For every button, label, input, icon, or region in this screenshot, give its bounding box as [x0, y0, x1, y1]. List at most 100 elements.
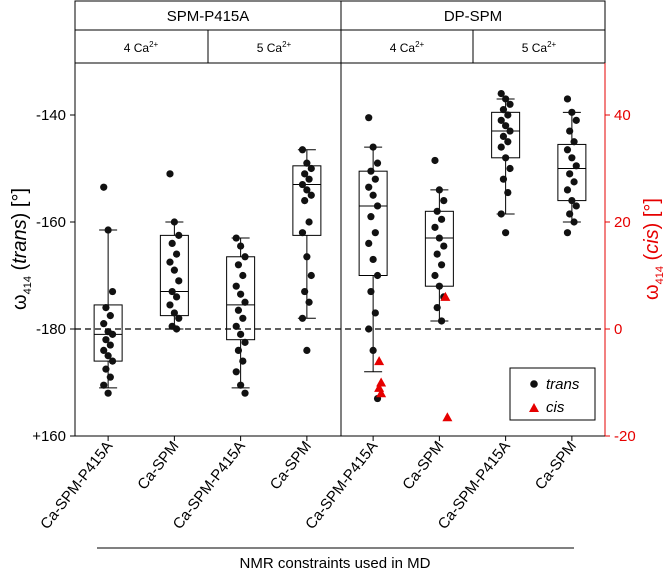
header-sub-3: 4 Ca2+	[390, 40, 425, 55]
trans-point	[232, 282, 240, 290]
legend-frame	[509, 367, 596, 421]
trans-point	[172, 293, 181, 301]
trans-point	[172, 325, 181, 333]
trans-point	[504, 111, 512, 119]
trans-point	[166, 301, 174, 309]
trans-point	[367, 213, 375, 221]
left-tick-label: -160	[36, 214, 66, 231]
trans-point	[305, 218, 313, 226]
trans-point	[303, 159, 311, 167]
header-sub-1: 4 Ca2+	[124, 40, 159, 55]
trans-point	[497, 210, 505, 218]
trans-point	[499, 132, 508, 140]
trans-point	[570, 178, 578, 186]
trans-point	[102, 336, 110, 344]
trans-point	[232, 234, 240, 242]
trans-point	[497, 116, 505, 124]
trans-point	[365, 239, 373, 247]
trans-point	[367, 287, 375, 296]
trans-point	[239, 357, 247, 365]
header-table: SPM-P415A DP-SPM 4 Ca2+ 5 Ca2+ 4 Ca2+ 5 …	[74, 0, 606, 64]
legend-trans-marker	[530, 380, 538, 388]
x-tick-label: Ca-SPM	[134, 438, 182, 493]
trans-point	[100, 183, 108, 191]
trans-point	[305, 175, 313, 183]
trans-point	[563, 186, 572, 194]
x-tick-label: Ca-SPM	[267, 438, 315, 493]
trans-point	[234, 261, 243, 269]
trans-point	[166, 258, 174, 266]
trans-point	[568, 197, 576, 205]
trans-point	[431, 156, 439, 165]
trans-point	[301, 197, 309, 205]
legend-trans-label: trans	[546, 376, 580, 393]
trans-point	[307, 271, 315, 280]
trans-point	[437, 261, 446, 269]
legend-cis-marker	[529, 403, 539, 412]
trans-point	[365, 325, 373, 333]
trans-point	[365, 183, 373, 191]
trans-point	[369, 191, 377, 199]
x-tick-label: Ca-SPM-P415A	[170, 438, 249, 533]
box	[424, 210, 454, 287]
trans-point	[572, 116, 580, 124]
trans-point	[170, 309, 178, 317]
trans-point	[168, 239, 176, 247]
trans-point	[234, 346, 243, 354]
box	[226, 256, 256, 341]
trans-point	[506, 100, 514, 108]
trans-point	[499, 175, 508, 183]
legend: trans cis	[509, 367, 596, 421]
trans-point	[568, 154, 576, 162]
trans-point	[239, 271, 247, 280]
trans-point	[433, 207, 441, 215]
trans-point	[102, 304, 110, 312]
trans-point	[435, 234, 443, 242]
trans-point	[502, 122, 510, 130]
header-frame	[74, 0, 606, 64]
right-axis-title: ω414 (cis) [°]	[641, 198, 666, 300]
trans-point	[170, 266, 178, 274]
trans-point	[497, 90, 505, 98]
trans-point	[499, 106, 508, 114]
trans-point	[435, 186, 443, 194]
trans-point	[502, 229, 510, 237]
trans-point	[106, 341, 114, 349]
trans-point	[241, 253, 249, 261]
right-tick-label: 40	[614, 107, 631, 124]
trans-point	[170, 218, 178, 226]
trans-point	[100, 320, 108, 328]
trans-point	[497, 143, 505, 151]
trans-point	[437, 317, 446, 325]
trans-point	[506, 164, 514, 173]
cis-point	[442, 412, 453, 422]
trans-point	[303, 346, 311, 354]
trans-point	[108, 357, 117, 365]
trans-point	[433, 250, 441, 258]
trans-point	[307, 191, 315, 199]
trans-point	[371, 229, 379, 237]
right-tick-label: 0	[614, 321, 622, 338]
x-axis-title: NMR constraints used in MD	[240, 555, 431, 572]
trans-point	[237, 330, 245, 338]
trans-point	[431, 223, 439, 231]
trans-point	[305, 298, 313, 306]
cis-point	[374, 356, 385, 366]
cis-point	[440, 291, 451, 301]
trans-point	[303, 253, 311, 261]
trans-point	[570, 218, 578, 226]
right-tick-label: -20	[614, 428, 636, 445]
trans-point	[175, 231, 183, 239]
trans-point	[502, 95, 510, 103]
trans-point	[166, 170, 174, 178]
trans-point	[106, 312, 114, 320]
trans-point	[566, 170, 574, 178]
trans-point	[570, 138, 578, 146]
trans-point	[298, 180, 307, 189]
trans-point	[568, 108, 576, 116]
trans-point	[371, 309, 379, 317]
trans-point	[102, 365, 110, 373]
trans-point	[168, 287, 176, 296]
trans-point	[298, 314, 307, 322]
